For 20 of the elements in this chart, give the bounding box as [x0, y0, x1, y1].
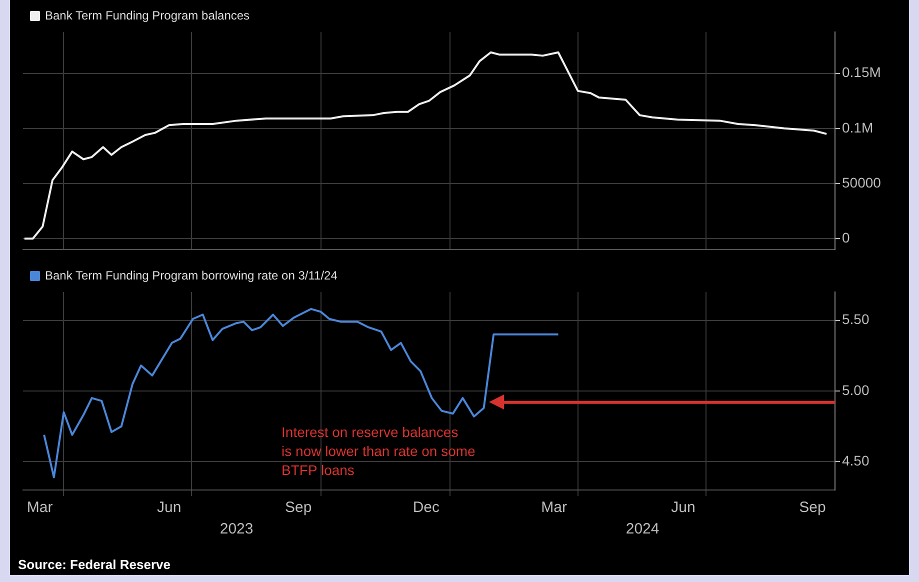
x-tick-label: Jun [157, 499, 182, 516]
x-tick-label: Sep [799, 499, 826, 516]
y-tick-label: 0.15M [842, 64, 881, 80]
x-tick-label: Sep [285, 499, 312, 516]
x-tick-label: Mar [541, 499, 567, 516]
ref-line-label: Interest on reserve balances is now lower than rate on some BTFP loans [282, 424, 476, 478]
x-tick-label: Dec [412, 499, 440, 516]
y-tick-label: 0 [842, 229, 850, 246]
x-tick-label: Mar [26, 499, 53, 516]
y-tick-label: 4.50 [842, 452, 870, 469]
source-note: Source: Federal Reserve [18, 557, 170, 572]
text: 2023 [220, 520, 254, 538]
legend-label: Bank Term Funding Program balances [45, 8, 250, 22]
y-tick-label: 50000 [842, 174, 882, 190]
text: 2024 [626, 520, 660, 538]
legend-label: Bank Term Funding Program borrowing rate on 3/11/24 [45, 268, 338, 282]
x-tick-label: Jun [671, 499, 696, 516]
y-tick-label: 5.00 [842, 382, 870, 398]
y-tick-label: 5.50 [842, 311, 870, 328]
y-tick-label: 0.1M [842, 119, 874, 136]
